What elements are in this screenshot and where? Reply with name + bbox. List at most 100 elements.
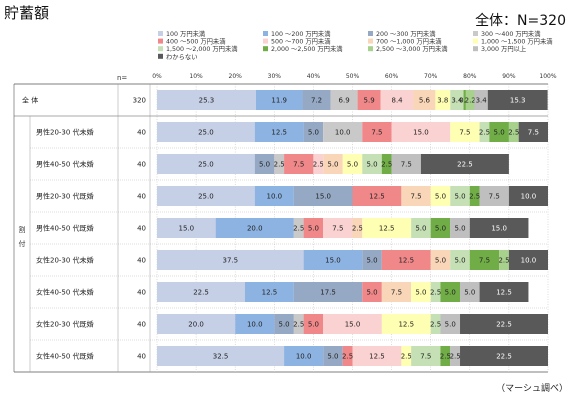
data-label: 7.5 xyxy=(420,353,431,361)
bar-segment xyxy=(440,346,451,366)
source-note: （マーシュ調べ） xyxy=(496,384,568,394)
data-label: 12.5 xyxy=(369,193,385,201)
data-label: 2.5 xyxy=(342,353,353,361)
bar-segment xyxy=(293,314,304,334)
legend-swatch xyxy=(158,38,163,44)
data-label: 12.5 xyxy=(379,225,395,233)
data-label: 7.5 xyxy=(459,129,470,137)
bar-segment xyxy=(391,154,421,174)
legend-swatch xyxy=(263,38,268,44)
bar-segment xyxy=(460,346,548,366)
n-value: 40 xyxy=(137,321,146,329)
data-label: 2.5 xyxy=(381,161,392,169)
data-label: 2.5 xyxy=(479,129,490,137)
data-label: 2.5 xyxy=(293,225,304,233)
data-label: 7.5 xyxy=(371,129,382,137)
legend-label: 1,500 ～2,000 万円未満 xyxy=(166,44,238,53)
total-sample-label: 全体：N=320 xyxy=(475,13,566,29)
bar-segment xyxy=(381,154,392,174)
x-tick-label: 40% xyxy=(307,73,321,80)
data-label: 22.5 xyxy=(193,289,209,297)
legend-label: 200 ～300 万円未満 xyxy=(376,29,436,38)
n-value: 320 xyxy=(133,97,146,105)
data-label: 5.0 xyxy=(435,257,446,265)
group-label: 割 xyxy=(19,225,26,234)
legend-label: 500 ～700 万円未満 xyxy=(271,37,331,46)
legend-swatch xyxy=(158,53,163,59)
x-tick-label: 0% xyxy=(152,73,162,80)
bar-segment xyxy=(474,90,488,110)
data-label: 25.0 xyxy=(198,161,214,169)
bar-segment xyxy=(401,346,412,366)
data-label: 5.0 xyxy=(279,321,290,329)
data-label: 15.0 xyxy=(179,225,195,233)
data-label: 5.0 xyxy=(308,225,319,233)
data-label: 2.2 xyxy=(465,97,476,105)
x-tick-label: 80% xyxy=(463,73,477,80)
data-label: 22.5 xyxy=(457,161,473,169)
bar-segment xyxy=(401,186,431,206)
bar-segment xyxy=(411,218,431,238)
bar-segment xyxy=(323,122,363,142)
data-label: 7.5 xyxy=(489,193,500,201)
bar-segment xyxy=(499,250,509,270)
bar-segment xyxy=(430,218,451,238)
bar-segment xyxy=(489,122,509,142)
data-label: 5.0 xyxy=(347,161,358,169)
bar-segment xyxy=(352,346,402,366)
bar-segment xyxy=(157,218,216,238)
data-label: 8.4 xyxy=(392,97,404,105)
data-label: 7.2 xyxy=(311,97,322,105)
bar-segment xyxy=(479,122,490,142)
bar-segment xyxy=(469,218,529,238)
data-label: 2.5 xyxy=(469,193,480,201)
bar-segment xyxy=(508,186,548,206)
n-value: 40 xyxy=(137,289,146,297)
x-tick-label: 20% xyxy=(229,73,243,80)
bar-segment xyxy=(352,186,402,206)
data-label: 15.0 xyxy=(413,129,429,137)
bar-segment xyxy=(157,314,236,334)
data-label: 11.9 xyxy=(271,97,287,105)
bar-segment xyxy=(323,218,353,238)
bar-segment xyxy=(450,218,470,238)
bar-segment xyxy=(362,122,392,142)
data-label: 15.0 xyxy=(315,193,331,201)
legend-label: 100 万円未満 xyxy=(166,29,206,38)
data-label: 2.5 xyxy=(450,353,461,361)
data-label: 3.8 xyxy=(437,97,448,105)
data-label: 5.0 xyxy=(327,161,338,169)
legend-label: 2,000 ～2,500 万円未満 xyxy=(271,44,343,53)
bar-segment xyxy=(293,218,304,238)
data-label: 2.5 xyxy=(430,289,441,297)
legend-label: 2,500 ～3,000 万円未満 xyxy=(376,44,448,53)
category-label: 女性20-30 代既婚 xyxy=(36,320,94,329)
bar-segment xyxy=(157,282,245,302)
legend-swatch xyxy=(158,46,163,52)
bar-segment xyxy=(450,90,464,110)
page-title: 貯蓄額 xyxy=(4,4,50,22)
bar-segment xyxy=(518,122,548,142)
data-label: 7.5 xyxy=(401,161,412,169)
legend-swatch xyxy=(473,31,478,36)
data-label: 17.5 xyxy=(320,289,336,297)
data-label: 2.5 xyxy=(498,257,509,265)
bar-segment xyxy=(342,154,363,174)
bar-segment xyxy=(255,90,303,110)
data-label: 2.5 xyxy=(352,225,363,233)
data-label: 6.9 xyxy=(339,97,350,105)
bar-segment xyxy=(465,90,475,110)
bar-segment xyxy=(303,314,324,334)
data-label: 5.0 xyxy=(366,257,377,265)
data-label: 10.0 xyxy=(247,321,263,329)
data-label: 5.9 xyxy=(364,97,375,105)
bar-segment xyxy=(435,90,451,110)
bar-segment xyxy=(303,122,324,142)
bar-segment xyxy=(303,250,363,270)
data-label: 0.6 xyxy=(459,97,471,105)
data-label: 3.4 xyxy=(476,97,488,105)
data-label: 5.0 xyxy=(366,161,377,169)
data-label: 12.5 xyxy=(369,353,385,361)
data-label: 20.0 xyxy=(188,321,204,329)
